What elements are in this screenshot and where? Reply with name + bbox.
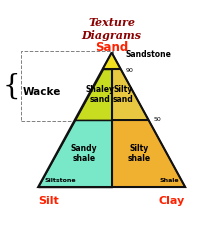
Text: Silt: Silt [38, 196, 59, 206]
Text: Texture: Texture [88, 17, 135, 28]
Text: Sand: Sand [95, 41, 128, 54]
Polygon shape [75, 69, 112, 120]
Text: {: { [3, 73, 20, 100]
Text: Diagrams: Diagrams [82, 30, 142, 41]
Text: Wacke: Wacke [22, 87, 61, 97]
Polygon shape [112, 120, 185, 187]
Text: Siltstone: Siltstone [45, 178, 76, 183]
Text: 90: 90 [125, 68, 133, 73]
Text: 50: 50 [153, 117, 161, 122]
Text: Sandy
shale: Sandy shale [71, 144, 97, 163]
Bar [21, 51, 113, 121]
Text: Silty
shale: Silty shale [128, 144, 151, 163]
Polygon shape [38, 120, 112, 187]
Text: Silty
sand: Silty sand [113, 84, 134, 104]
Polygon shape [112, 69, 149, 120]
Text: Shale: Shale [159, 178, 179, 183]
Text: Sandstone: Sandstone [125, 50, 171, 59]
Text: Clay: Clay [159, 196, 185, 206]
Polygon shape [103, 53, 120, 69]
Text: Shaley
sand: Shaley sand [86, 84, 115, 104]
